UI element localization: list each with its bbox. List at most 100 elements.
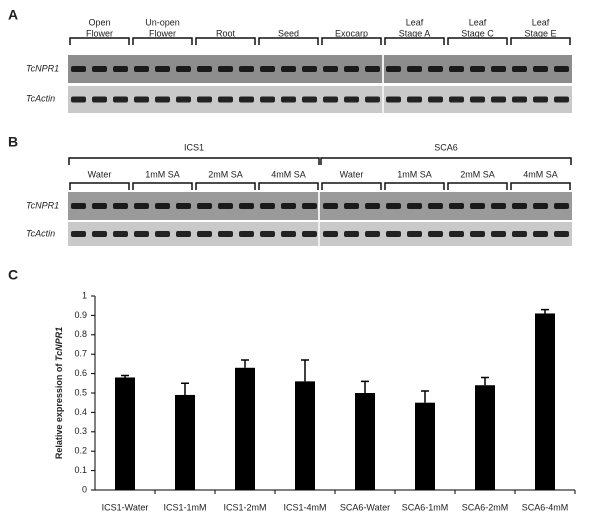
band	[218, 96, 233, 103]
bar	[235, 367, 255, 490]
band	[449, 231, 464, 237]
band	[197, 231, 212, 237]
bracket	[384, 37, 445, 45]
bracket	[68, 157, 320, 165]
error-bar	[121, 374, 129, 378]
group-label: Stage E	[524, 28, 556, 38]
band	[344, 231, 359, 237]
band	[134, 231, 149, 237]
gel-divider	[382, 86, 384, 113]
bracket	[447, 182, 508, 190]
band	[470, 203, 485, 209]
panel-label: B	[8, 134, 18, 150]
band	[92, 96, 107, 103]
band	[344, 96, 359, 103]
band	[323, 66, 338, 72]
band	[113, 231, 128, 237]
band	[365, 96, 380, 103]
band	[239, 203, 254, 209]
y-tick-label: 0.7	[74, 349, 87, 359]
band	[512, 203, 527, 209]
panel-label: A	[8, 7, 18, 23]
band	[71, 96, 86, 103]
band	[512, 231, 527, 237]
bracket	[195, 37, 256, 45]
error-bar	[241, 359, 249, 368]
x-tick-label: SCA6-4mM	[522, 502, 569, 512]
band	[134, 203, 149, 209]
bar	[175, 394, 195, 490]
group-label: Flower	[86, 28, 113, 38]
band	[470, 96, 485, 103]
y-axis-label-text: Relative expression of	[54, 361, 64, 459]
band	[113, 96, 128, 103]
band	[260, 66, 275, 72]
band	[533, 66, 548, 72]
band	[365, 231, 380, 237]
x-tick-label: ICS1-1mM	[163, 502, 206, 512]
band	[323, 203, 338, 209]
band	[491, 231, 506, 237]
line-label: ICS1	[184, 142, 204, 152]
band	[554, 231, 569, 237]
bracket	[69, 37, 130, 45]
band	[239, 66, 254, 72]
band	[554, 66, 569, 72]
band	[407, 96, 422, 103]
band	[239, 231, 254, 237]
row-label: TcActin	[26, 228, 55, 238]
band	[554, 203, 569, 209]
band	[470, 66, 485, 72]
band	[260, 231, 275, 237]
treatment-label: 4mM SA	[271, 169, 306, 179]
band	[113, 203, 128, 209]
band	[281, 231, 296, 237]
bracket	[320, 157, 572, 165]
x-tick-label: ICS1-Water	[102, 502, 149, 512]
y-tick-label: 0.4	[74, 407, 87, 417]
band	[155, 96, 170, 103]
band	[428, 231, 443, 237]
band	[71, 66, 86, 72]
band	[197, 96, 212, 103]
y-tick-label: 0.1	[74, 465, 87, 475]
treatment-label: 4mM SA	[523, 169, 558, 179]
treatment-label: Water	[340, 169, 364, 179]
band	[281, 203, 296, 209]
band	[344, 66, 359, 72]
treatment-label: 2mM SA	[460, 169, 495, 179]
band	[470, 231, 485, 237]
bar	[295, 381, 315, 490]
gel-divider	[318, 222, 320, 246]
x-tick-label: ICS1-2mM	[223, 502, 266, 512]
band	[491, 66, 506, 72]
y-axis-label-gene: TcNPR1	[54, 327, 64, 361]
band	[386, 203, 401, 209]
band	[218, 231, 233, 237]
group-label: Leaf	[469, 17, 487, 27]
bracket	[510, 37, 571, 45]
treatment-label: 2mM SA	[208, 169, 243, 179]
y-tick-label: 0.9	[74, 310, 87, 320]
error-bar	[541, 308, 549, 314]
band	[302, 203, 317, 209]
group-label: Leaf	[532, 17, 550, 27]
band	[449, 66, 464, 72]
y-tick-label: 0.2	[74, 446, 87, 456]
y-tick-label: 0.6	[74, 368, 87, 378]
gel	[68, 55, 572, 83]
band	[554, 96, 569, 103]
band	[386, 231, 401, 237]
band	[512, 66, 527, 72]
band	[428, 66, 443, 72]
band	[533, 231, 548, 237]
band	[449, 96, 464, 103]
bracket	[195, 182, 256, 190]
bracket	[69, 182, 130, 190]
bar	[415, 402, 435, 490]
band	[428, 96, 443, 103]
bracket	[510, 182, 571, 190]
band	[323, 231, 338, 237]
band	[134, 96, 149, 103]
